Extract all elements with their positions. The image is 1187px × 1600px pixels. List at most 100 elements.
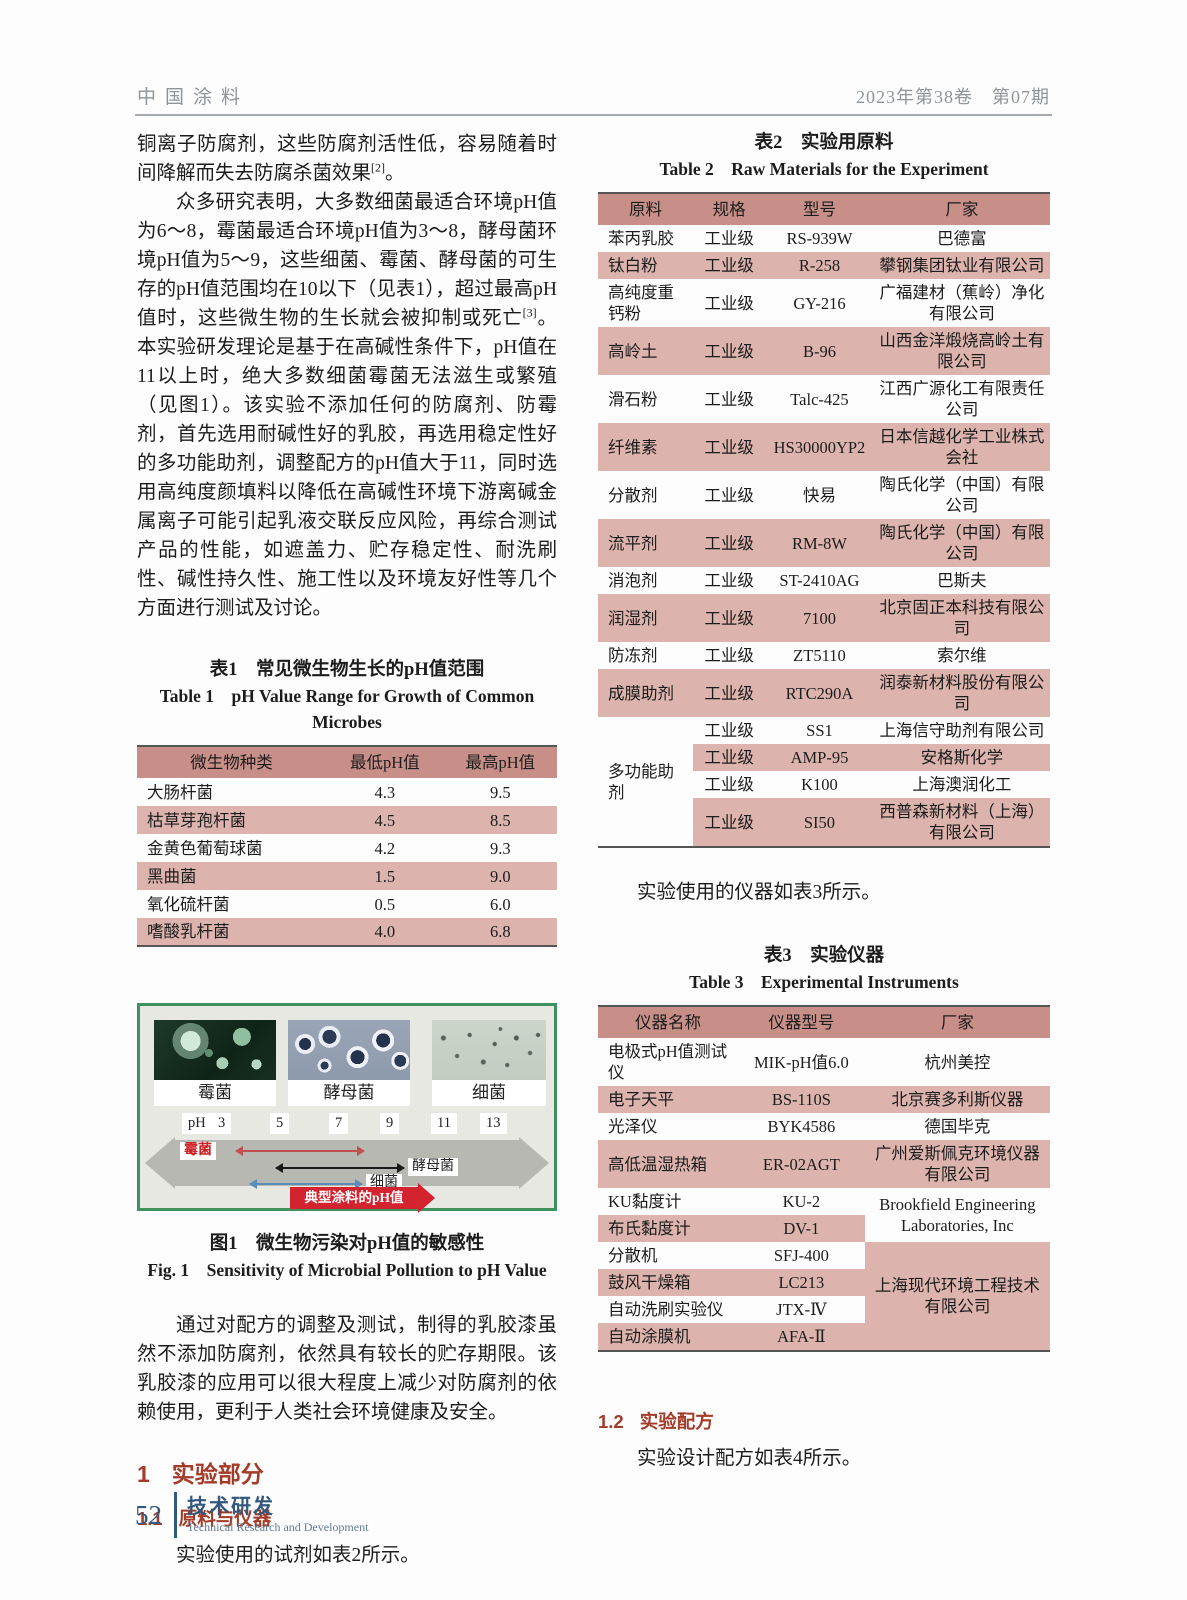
column-header: 最低pH值 bbox=[326, 746, 444, 778]
cell: 4.0 bbox=[326, 918, 444, 946]
table-row: 嗜酸乳杆菌 4.0 6.8 bbox=[137, 918, 557, 946]
cell: LC213 bbox=[738, 1269, 865, 1296]
bacteria-image-label: 细菌 bbox=[432, 1080, 546, 1106]
cell: 钛白粉 bbox=[598, 252, 693, 279]
cell: 工业级 bbox=[704, 775, 754, 794]
cell: SS1 bbox=[806, 721, 833, 740]
group-label-cell: Brookfield Engineering Laboratories, Inc bbox=[879, 1195, 1036, 1235]
cell: 9.0 bbox=[443, 862, 557, 890]
cell: 润泰新材料股份有限公司 bbox=[873, 669, 1050, 717]
cell: 流平剂 bbox=[598, 519, 693, 567]
table-row: 自动涂膜机 AFA-Ⅱ bbox=[598, 1323, 1050, 1351]
cell: ZT5110 bbox=[793, 646, 846, 665]
cell: JTX-Ⅳ bbox=[776, 1300, 827, 1319]
cell: 陶氏化学（中国）有限公司 bbox=[873, 519, 1050, 567]
cell: 工业级 bbox=[692, 744, 766, 771]
cell: 氧化硫杆菌 bbox=[147, 894, 230, 914]
cell: 广州爱斯佩克环境仪器有限公司 bbox=[864, 1140, 1050, 1188]
cell: 4.3 bbox=[374, 782, 396, 802]
cell: 消泡剂 bbox=[608, 571, 658, 590]
cell: 工业级 bbox=[692, 798, 766, 847]
cell: RM-8W bbox=[765, 519, 874, 567]
cell: KU黏度计 bbox=[608, 1192, 682, 1211]
ph-tick: 5 bbox=[270, 1113, 290, 1134]
column-header: 厂家 bbox=[873, 193, 1050, 225]
cell: 工业级 bbox=[704, 646, 754, 665]
cell: 8.5 bbox=[443, 806, 557, 834]
cell: 金黄色葡萄球菌 bbox=[147, 838, 263, 858]
table-row: KU黏度计 KU-2 Brookfield Engineering Labora… bbox=[598, 1188, 1050, 1235]
cell: SFJ-400 bbox=[773, 1246, 829, 1265]
table2-raw-materials: 原料 规格 型号 厂家 苯丙乳胶 工业级 RS-939W 巴德富 钛白粉 工业级 R-25… bbox=[598, 192, 1050, 848]
ph-axis-left-arrowhead bbox=[145, 1137, 175, 1189]
cell: 上海澳润化工 bbox=[912, 775, 1012, 794]
footer-section: 技术研发 Technical Research and Development bbox=[187, 1495, 368, 1535]
group-label-cell: 多功能助剂 bbox=[608, 761, 674, 802]
cell: KU-2 bbox=[782, 1192, 821, 1211]
footer-divider bbox=[174, 1492, 177, 1538]
cell: 北京赛多利斯仪器 bbox=[864, 1086, 1050, 1113]
citation-ref-3: [3] bbox=[522, 305, 537, 320]
table-row: 高低温湿热箱 ER-02AGT 广州爱斯佩克环境仪器有限公司 bbox=[598, 1140, 1050, 1188]
table2-caption-zh: 表2 实验用原料 bbox=[754, 133, 894, 153]
table-row: 滑石粉 工业级 Talc-425 江西广源化工有限责任公司 bbox=[598, 375, 1050, 423]
footer-section-en: Technical Research and Development bbox=[187, 1520, 369, 1534]
left-column: 铜离子防腐剂，这些防腐剂活性低，容易随着时间降解而失去防腐杀菌效果[2]。 众多… bbox=[137, 130, 557, 1570]
cell: 枯草芽孢杆菌 bbox=[137, 806, 326, 834]
table-row: 纤维素 工业级 HS30000YP2 日本信越化学工业株式会社 bbox=[598, 423, 1050, 471]
table3-caption-zh: 表3 实验仪器 bbox=[763, 946, 885, 966]
cell: 9.3 bbox=[489, 838, 511, 858]
table-row: 氧化硫杆菌 0.5 6.0 bbox=[137, 890, 557, 918]
paragraph-2: 众多研究表明，大多数细菌最适合环境pH值为6～8，霉菌最适合环境pH值为3～8，… bbox=[137, 188, 557, 623]
table-row: 多功能助剂 工业级 SS1 上海信守助剂有限公司 bbox=[598, 717, 1050, 802]
cell: 工业级 bbox=[704, 293, 754, 313]
cell: 鼓风干燥箱 bbox=[598, 1269, 739, 1296]
cell: RS-939W bbox=[786, 229, 853, 248]
bacteria-micrograph: 细菌 bbox=[432, 1020, 546, 1106]
table-row: 高岭土 工业级 B-96 山西金洋煅烧高岭土有限公司 bbox=[598, 327, 1050, 375]
table3-caption-en: Table 3 Experimental Instruments bbox=[689, 972, 959, 992]
cell: 润湿剂 bbox=[598, 594, 693, 642]
cell: DV-1 bbox=[738, 1215, 865, 1242]
table-row: 工业级 SI50 西普森新材料（上海）有限公司 bbox=[598, 798, 1050, 847]
cell: 江西广源化工有限责任公司 bbox=[879, 379, 1045, 419]
cell: 工业级 bbox=[692, 252, 766, 279]
paragraph-3: 通过对配方的调整及测试，制得的乳胶漆虽然不添加防腐剂，依然具有较长的贮存期限。该… bbox=[137, 1315, 557, 1423]
cell: 分散机 bbox=[608, 1246, 658, 1265]
cell: 山西金洋煅烧高岭土有限公司 bbox=[873, 327, 1050, 375]
cell: ST-2410AG bbox=[779, 571, 860, 590]
cell: 工业级 bbox=[692, 594, 766, 642]
table-row: 工业级 AMP-95 安格斯化学 bbox=[598, 744, 1050, 771]
figure1-caption-en: Fig. 1 Sensitivity of Microbial Pollutio… bbox=[147, 1260, 547, 1280]
cell: 攀钢集团钛业有限公司 bbox=[873, 252, 1050, 279]
figure1: 霉菌 酵母菌 细菌 pH 3 5 7 9 11 13 霉菌 酵母菌 bbox=[137, 1003, 557, 1213]
cell: AMP-95 bbox=[765, 744, 874, 771]
table1-microbes-ph: 微生物种类 最低pH值 最高pH值 大肠杆菌 4.3 9.5 枯草芽孢杆菌 4.5 8.… bbox=[137, 745, 557, 947]
section-1-title: 实验部分 bbox=[171, 1461, 264, 1487]
ph-axis-right-arrowhead bbox=[519, 1137, 549, 1189]
cell: RTC290A bbox=[765, 669, 874, 717]
cell: 广福建材（蕉岭）净化有限公司 bbox=[879, 283, 1045, 323]
table-row: 钛白粉 工业级 R-258 攀钢集团钛业有限公司 bbox=[598, 252, 1050, 279]
footer-section-zh: 技术研发 bbox=[187, 1496, 275, 1518]
cell: 北京固正本科技有限公司 bbox=[873, 594, 1050, 642]
column-header: 仪器名称 bbox=[598, 1006, 739, 1038]
cell: 工业级 bbox=[704, 229, 754, 248]
column-header: 厂家 bbox=[864, 1006, 1050, 1038]
cell: 西普森新材料（上海）有限公司 bbox=[873, 798, 1050, 847]
page-number: 52 bbox=[135, 1499, 162, 1530]
cell: 嗜酸乳杆菌 bbox=[137, 918, 326, 946]
cell: 工业级 bbox=[692, 669, 766, 717]
header-rule bbox=[135, 114, 1052, 116]
column-header: 最高pH值 bbox=[443, 746, 557, 778]
cell: 电子天平 bbox=[598, 1086, 739, 1113]
table-row: 工业级 K100 上海澳润化工 bbox=[598, 771, 1050, 798]
cell: 6.8 bbox=[443, 918, 557, 946]
cell: BS-110S bbox=[738, 1086, 865, 1113]
figure1-caption-zh: 图1 微生物污染对pH值的敏感性 bbox=[209, 1234, 485, 1254]
paragraph-2-text-b: 。本实验研发理论是基于在高碱性条件下，pH值在11以上时，绝大多数细菌霉菌无法滋… bbox=[137, 308, 557, 619]
yeast-micrograph: 酵母菌 bbox=[288, 1020, 410, 1106]
table-row: 润湿剂 工业级 7100 北京固正本科技有限公司 bbox=[598, 594, 1050, 642]
cell: AFA-Ⅱ bbox=[738, 1323, 865, 1351]
cell: GY-216 bbox=[793, 293, 846, 313]
